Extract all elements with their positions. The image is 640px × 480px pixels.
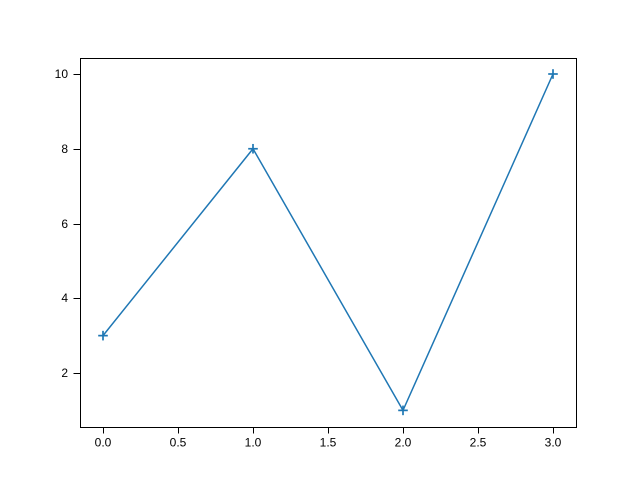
svg-text:8: 8: [61, 142, 68, 156]
svg-text:0.5: 0.5: [170, 436, 187, 450]
svg-text:6: 6: [61, 217, 68, 231]
svg-text:1.0: 1.0: [245, 436, 262, 450]
svg-text:3.0: 3.0: [545, 436, 562, 450]
svg-text:10: 10: [55, 67, 69, 81]
svg-text:2.0: 2.0: [395, 436, 412, 450]
svg-text:0.0: 0.0: [95, 436, 112, 450]
svg-text:2: 2: [61, 366, 68, 380]
svg-text:4: 4: [61, 291, 68, 305]
svg-text:1.5: 1.5: [320, 436, 337, 450]
svg-text:2.5: 2.5: [470, 436, 487, 450]
